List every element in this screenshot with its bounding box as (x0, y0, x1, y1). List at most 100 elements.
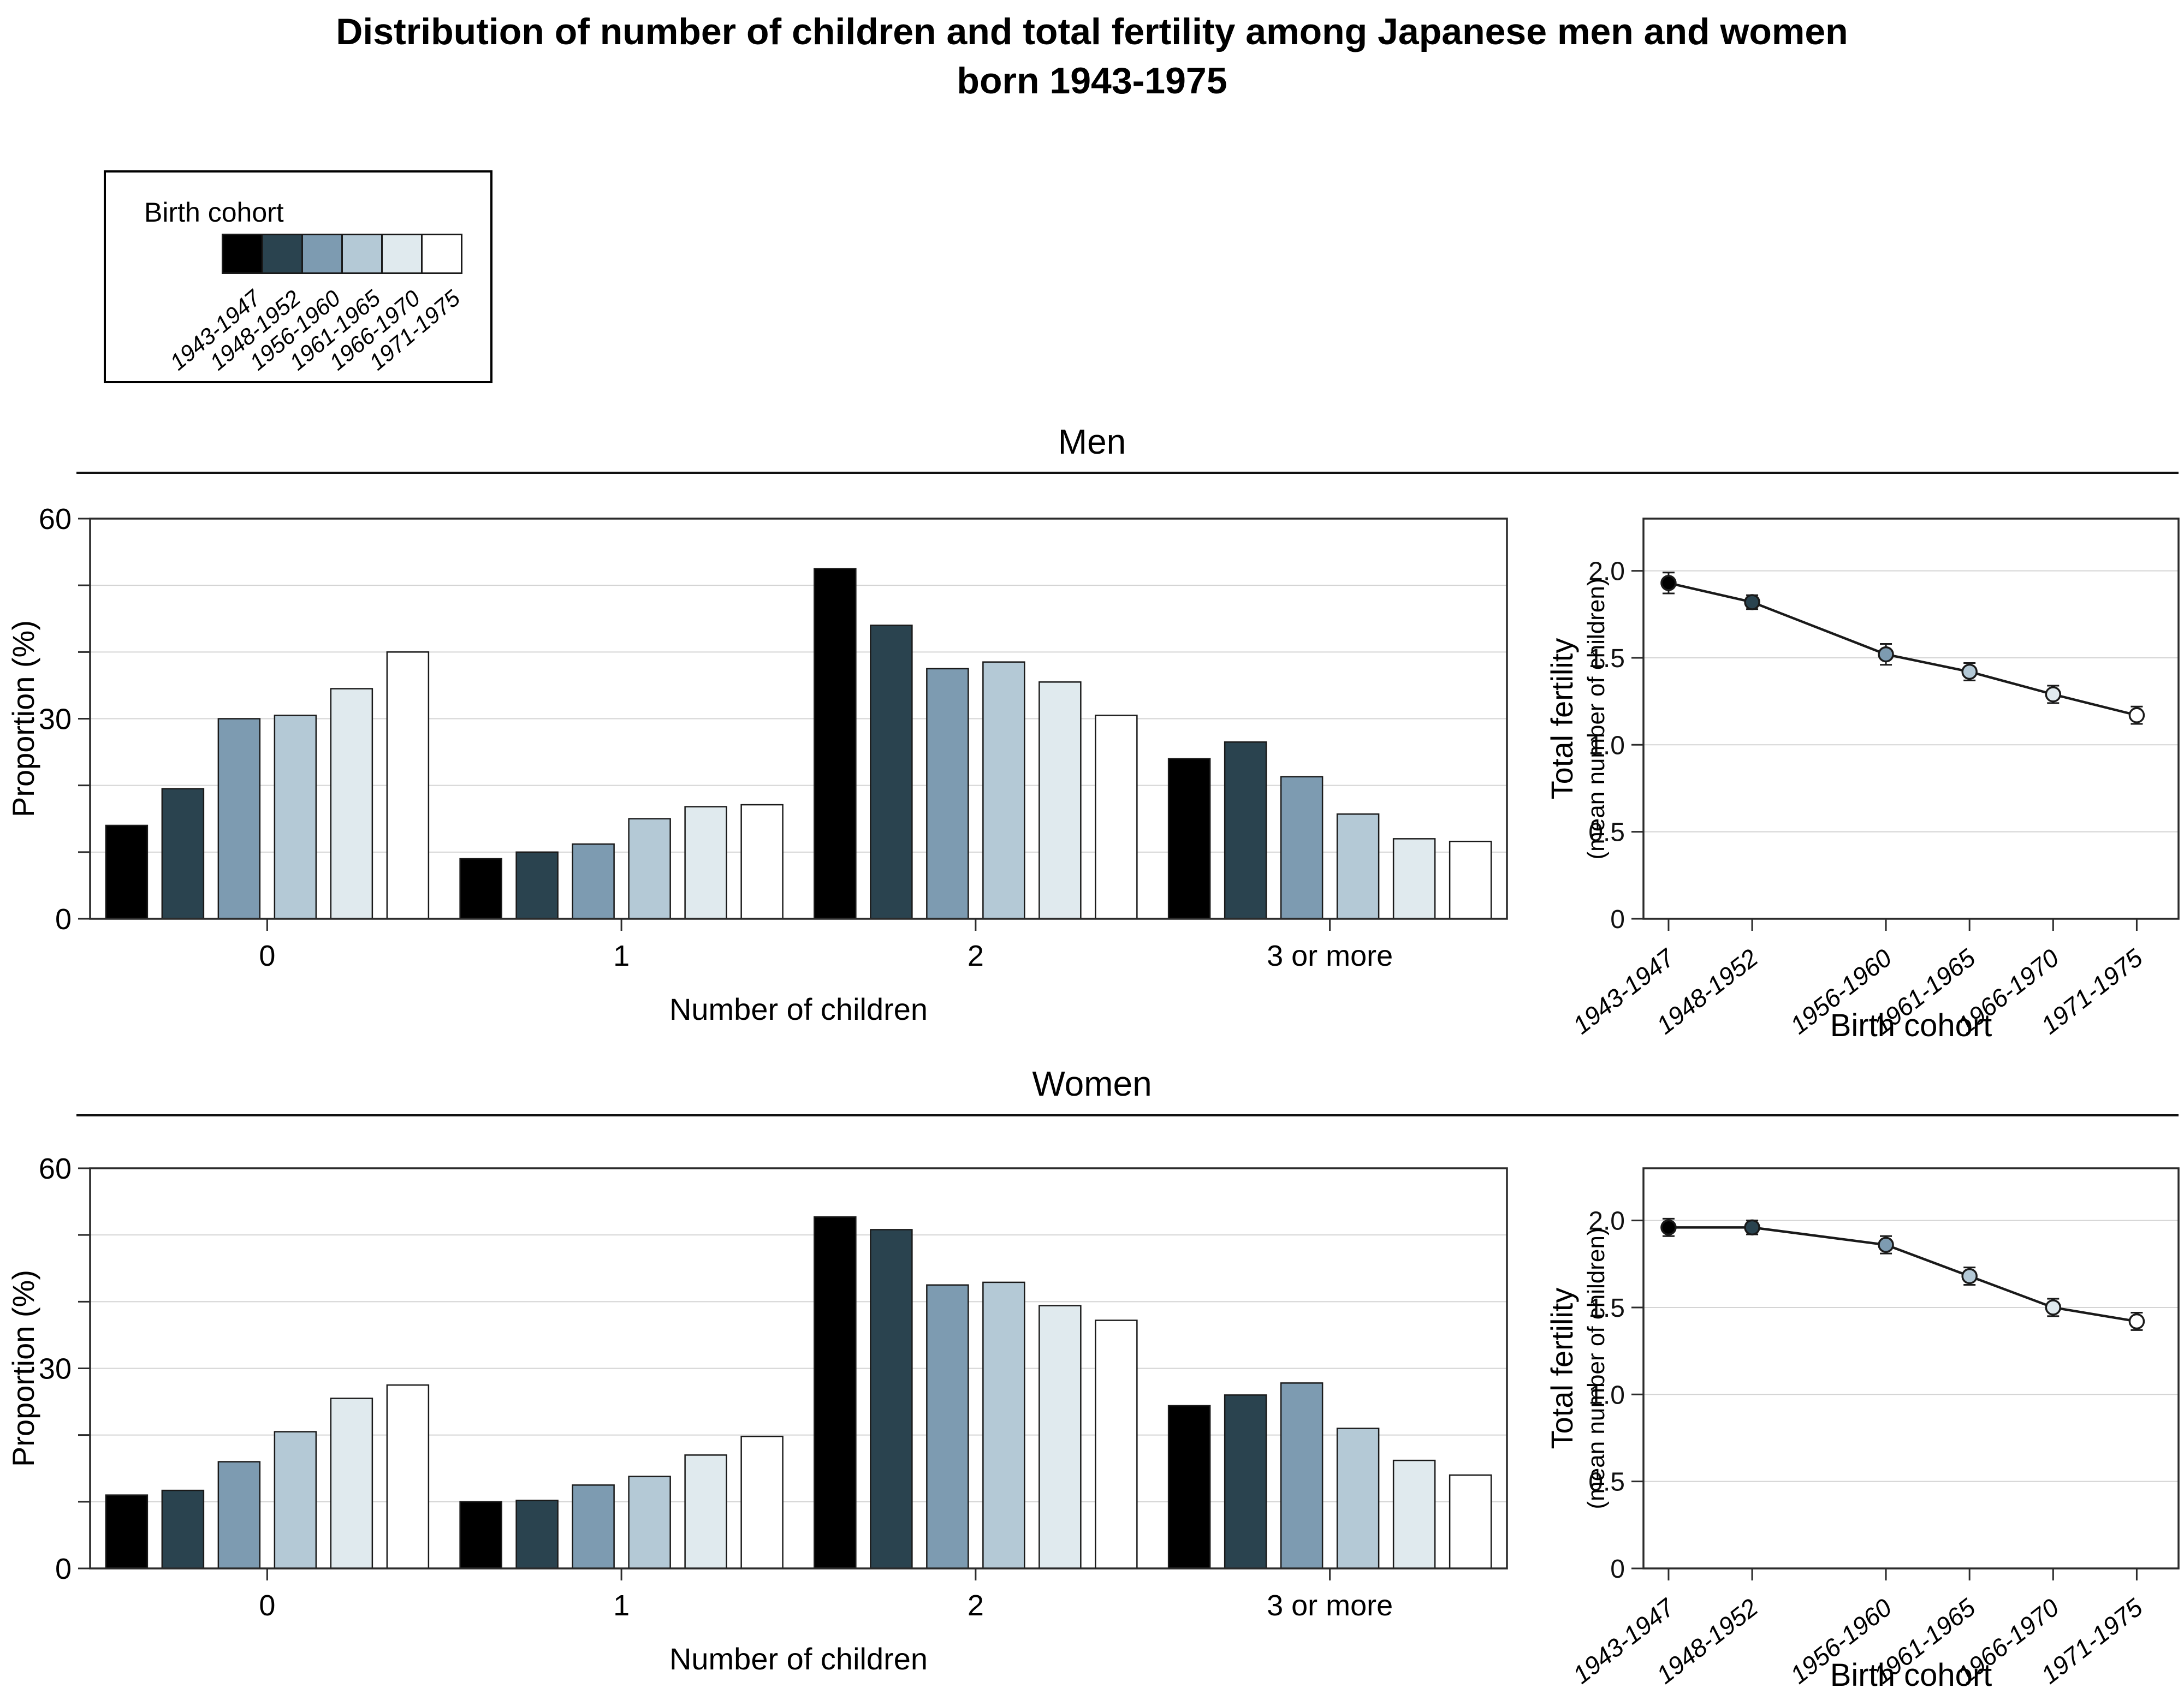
bar (684, 1454, 727, 1570)
y-tick-label: 0.5 (1588, 818, 1625, 847)
y-tick-label: 1.0 (1588, 731, 1625, 760)
legend-title: Birth cohort (144, 197, 284, 228)
bar (105, 824, 149, 920)
section-header-women: Women (1032, 1064, 1152, 1103)
bar (459, 1501, 502, 1570)
plot-panel-border (1642, 1167, 2180, 1570)
bar (1224, 741, 1267, 920)
bar (161, 1489, 205, 1570)
x-tick-label: 1 (613, 940, 630, 972)
trend-line (1668, 581, 2137, 717)
legend-swatch-1971-1975 (421, 234, 462, 274)
x-axis-title: Number of children (669, 992, 928, 1026)
bar (572, 1484, 615, 1570)
bar (572, 843, 615, 920)
bar (926, 1284, 969, 1570)
y-tick-label: 0.5 (1588, 1468, 1625, 1497)
data-point-marker (2045, 1299, 2062, 1316)
legend: Birth cohort 1943-1947 1948-1952 1956-1960… (104, 170, 492, 383)
x-axis-title: Birth cohort (1830, 1657, 1992, 1693)
y-tick-label: 0 (1610, 1555, 1625, 1584)
y-tick-label: 30 (39, 1353, 72, 1386)
bar (982, 661, 1025, 920)
x-axis-title: Birth cohort (1830, 1008, 1992, 1043)
bar (1280, 776, 1324, 920)
figure-title-line2: born 1943-1975 (957, 60, 1227, 102)
y-axis-title: Total fertility (1545, 638, 1579, 800)
figure-title-line1: Distribution of number of children and t… (336, 11, 1848, 52)
data-point-marker (1961, 1268, 1978, 1285)
x-tick-label: 0 (259, 940, 275, 972)
y-tick-label: 0 (55, 1553, 72, 1585)
y-tick-label: 30 (39, 703, 72, 736)
x-tick-label: 1 (613, 1589, 630, 1622)
bar (330, 688, 373, 920)
bar (814, 1216, 857, 1570)
bar (515, 851, 559, 920)
women-fertility-line-chart: 0 0.5 1.0 1.5 2.0 Total fertility (mean number… (1545, 1167, 2180, 1693)
bar (1095, 1319, 1138, 1570)
bar (982, 1281, 1025, 1570)
figure-title: Distribution of number of children and t… (0, 8, 2184, 106)
y-tick-label: 2.0 (1588, 1207, 1625, 1236)
y-axis-title-subline: (mean number of children) (1583, 578, 1610, 859)
x-tick-label: 2 (968, 940, 984, 972)
y-tick-label: 0 (55, 903, 72, 936)
legend-swatch-strip (222, 234, 462, 274)
women-bar-chart: 0 1 2 3 or more 0 30 60 Proportion (%) Number of… (6, 1152, 1508, 1676)
y-axis-title: Total fertility (1545, 1288, 1579, 1449)
bar (386, 651, 430, 920)
bar (386, 1384, 430, 1570)
y-tick-label: 60 (39, 503, 72, 536)
section-divider-women (76, 1114, 2179, 1116)
data-point-marker (2128, 707, 2145, 723)
bar (1167, 758, 1211, 920)
data-point-marker (1878, 1237, 1894, 1253)
y-axis-title: Proportion (%) (6, 620, 40, 817)
data-point-marker (1961, 663, 1978, 680)
bar (1095, 715, 1138, 920)
y-tick-label: 2.0 (1588, 557, 1625, 586)
bar (274, 715, 317, 920)
y-tick-label: 1.5 (1588, 644, 1625, 673)
bar (926, 668, 969, 920)
bar (684, 806, 727, 920)
bar (161, 788, 205, 920)
y-tick-label: 1.0 (1588, 1381, 1625, 1410)
x-tick-label: 2 (968, 1589, 984, 1622)
legend-swatch-1966-1970 (381, 234, 423, 274)
data-point-marker (2128, 1313, 2145, 1330)
bar (1167, 1405, 1211, 1570)
y-tick-label: 60 (39, 1152, 72, 1185)
bar (1392, 838, 1436, 920)
legend-swatch-1948-1952 (262, 234, 303, 274)
legend-swatch-1961-1965 (341, 234, 383, 274)
bar (1392, 1459, 1436, 1570)
y-tick-label: 1.5 (1588, 1294, 1625, 1323)
data-point-marker (2045, 686, 2062, 703)
data-point-marker (1660, 1219, 1677, 1236)
bar (628, 1476, 671, 1570)
bar (870, 625, 913, 920)
men-fertility-line-chart: 0 0.5 1.0 1.5 2.0 Total fertility (mean number… (1545, 518, 2180, 1043)
section-divider-men (76, 472, 2179, 474)
bar (217, 1461, 261, 1570)
bar (1224, 1394, 1267, 1570)
data-point-marker (1744, 1219, 1760, 1236)
bar (217, 718, 261, 920)
bar (105, 1494, 149, 1570)
data-point-marker (1878, 646, 1894, 663)
section-header-men: Men (1058, 422, 1126, 461)
x-tick-label: 3 or more (1267, 940, 1393, 972)
bar (814, 568, 857, 920)
bar (1280, 1382, 1324, 1570)
x-tick-label: 0 (259, 1589, 275, 1622)
bar (1038, 1305, 1082, 1570)
data-point-marker (1660, 575, 1677, 591)
bar (1336, 1428, 1380, 1570)
data-point-marker (1744, 594, 1760, 610)
bar (459, 858, 502, 920)
bar (515, 1500, 559, 1570)
bar (740, 804, 784, 920)
